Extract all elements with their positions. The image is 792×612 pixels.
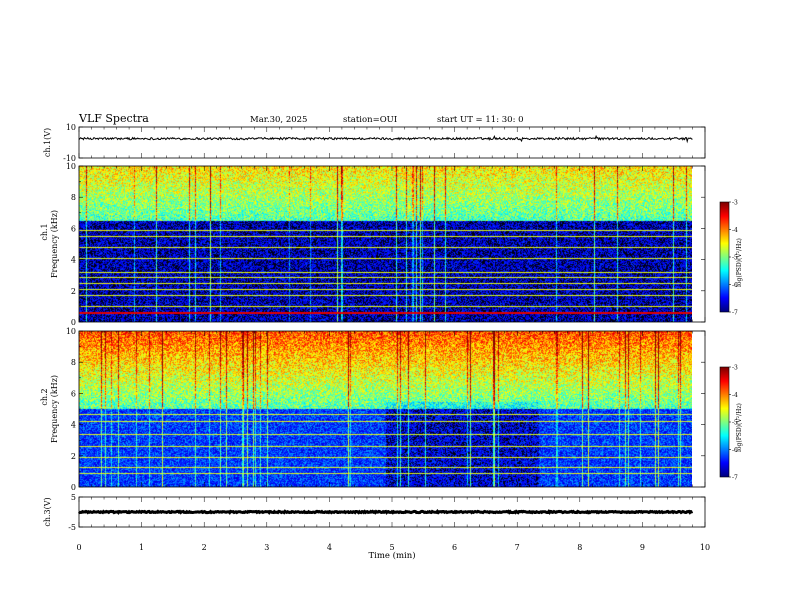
y-tick-label: -10 xyxy=(63,154,76,163)
x-tick-label: 3 xyxy=(264,543,269,552)
x-tick-label: 4 xyxy=(327,543,332,552)
colorbar-tick-label: -6 xyxy=(732,282,738,289)
channel-label: ch.2 xyxy=(40,388,49,405)
y-tick-label: 5 xyxy=(71,493,76,502)
x-tick-label: 0 xyxy=(76,543,81,552)
spectrogram-raster xyxy=(79,331,692,487)
y-tick-label: 10 xyxy=(66,327,76,336)
y-tick-label: 0 xyxy=(71,318,76,327)
colorbar-label: log(PSD)(V²/Hz) xyxy=(736,238,743,287)
colorbar-tick-label: -4 xyxy=(732,227,738,234)
panel-3: ch.3(V) 5 -5 xyxy=(43,493,706,532)
y-axis-label: Frequency (kHz) xyxy=(50,210,59,278)
colorbar xyxy=(720,367,729,477)
x-axis: 0 1 2 3 4 5 6 7 8 9 10 Time (min) xyxy=(76,543,710,561)
colorbar-tick-label: -7 xyxy=(732,475,738,482)
y-tick-label: 10 xyxy=(66,162,76,171)
y-tick-label: 10 xyxy=(66,123,76,132)
x-tick-label: 7 xyxy=(515,543,520,552)
y-tick-label: 2 xyxy=(71,287,76,296)
y-axis-label: ch.1(V) xyxy=(43,128,52,157)
colorbar-tick-label: -6 xyxy=(732,447,738,454)
colorbar-label: log(PSD)(V²/Hz) xyxy=(736,403,743,452)
colorbar-tick-label: -4 xyxy=(732,392,738,399)
x-tick-label: 2 xyxy=(202,543,207,552)
x-tick-label: 6 xyxy=(452,543,457,552)
panel-0: ch.1(V) 10 -10 xyxy=(43,123,706,163)
y-tick-label: 0 xyxy=(71,483,76,492)
x-tick-label: 9 xyxy=(640,543,645,552)
colorbar xyxy=(720,202,729,312)
figure-title: VLF Spectra xyxy=(79,112,149,125)
colorbar-tick-label: -3 xyxy=(732,200,738,207)
y-axis-label: Frequency (kHz) xyxy=(50,375,59,443)
colorbar-tick-label: -5 xyxy=(732,255,738,262)
spectrogram-raster xyxy=(79,166,692,322)
x-tick-label: 1 xyxy=(139,543,144,552)
start-time-label: start UT = 11: 30: 0 xyxy=(437,115,524,125)
panel-2: -3 -4 -5 -6 -7 log(PSD)(V²/Hz) ch.2 Frequency (… xyxy=(40,327,743,492)
y-axis-label: ch.3(V) xyxy=(43,497,52,526)
waveform-trace xyxy=(78,134,693,144)
y-tick-label: 4 xyxy=(71,256,76,265)
y-tick-label: 4 xyxy=(71,421,76,430)
y-tick-label: 2 xyxy=(71,452,76,461)
date-label: Mar.30, 2025 xyxy=(250,115,308,125)
x-tick-label: 8 xyxy=(577,543,582,552)
x-tick-label: 10 xyxy=(700,543,710,552)
x-axis-label: Time (min) xyxy=(368,550,415,561)
colorbar-tick-label: -3 xyxy=(732,365,738,372)
colorbar-tick-label: -5 xyxy=(732,420,738,427)
y-tick-label: 8 xyxy=(71,193,76,202)
y-tick-label: 8 xyxy=(71,358,76,367)
y-tick-label: -5 xyxy=(68,523,76,532)
x-tick-label: 5 xyxy=(389,543,394,552)
colorbar-tick-label: -7 xyxy=(732,310,738,317)
panel-1: -3 -4 -5 -6 -7 log(PSD)(V²/Hz) ch.1 Frequency (… xyxy=(40,162,743,327)
station-label: station=OUI xyxy=(343,115,398,125)
y-tick-label: 6 xyxy=(71,389,76,398)
channel-label: ch.1 xyxy=(40,223,49,240)
y-tick-label: 6 xyxy=(71,224,76,233)
waveform-trace xyxy=(78,509,694,515)
